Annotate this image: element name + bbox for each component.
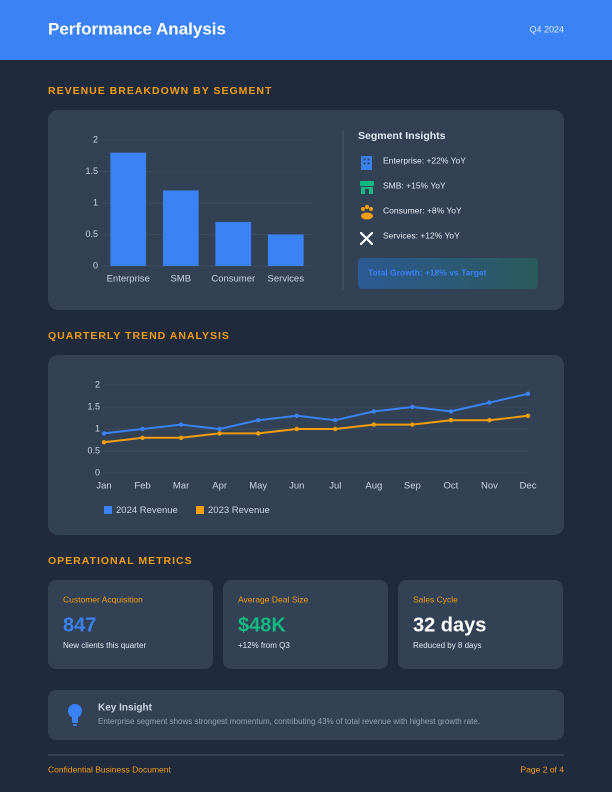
x-tick-label: Apr [212, 481, 227, 492]
x-tick-label: Feb [134, 481, 150, 492]
legend-swatch [196, 506, 204, 514]
y-tick-label: 1 [95, 423, 100, 433]
icon-store [360, 181, 374, 194]
x-tick-label: Nov [481, 481, 498, 492]
data-point [410, 422, 415, 427]
data-point [487, 418, 492, 423]
series-line [103, 414, 529, 444]
metric-label: Average Deal Size [238, 594, 309, 604]
key-insight-text: Enterprise segment shows strongest momen… [98, 717, 480, 726]
x-tick-label: Dec [520, 481, 537, 492]
legend-swatch [104, 506, 112, 514]
footer-right: Page 2 of 4 [521, 764, 565, 774]
metric-value: 32 days [413, 614, 486, 636]
data-point [371, 409, 377, 414]
legend-label: 2024 Revenue [116, 505, 178, 516]
data-point [294, 413, 299, 418]
header-bar [0, 0, 612, 60]
data-point [487, 400, 492, 405]
icon-tools [359, 231, 374, 246]
insight-item: Enterprise: +22% YoY [383, 155, 466, 165]
metric-note: Reduced by 8 days [413, 641, 482, 650]
data-point [217, 426, 222, 432]
data-point [101, 440, 107, 445]
growth-box [358, 258, 538, 289]
y-tick-label: 1.5 [85, 166, 98, 176]
data-point [525, 413, 531, 418]
insights-title: Segment Insights [358, 130, 446, 142]
x-tick-label: Jan [96, 481, 111, 492]
data-point [525, 391, 531, 396]
x-tick-label: Consumer [211, 274, 255, 285]
card [48, 355, 564, 535]
metric-note: +12% from Q3 [238, 641, 290, 650]
y-tick-label: 0.5 [87, 445, 100, 455]
y-tick-label: 0 [93, 260, 98, 270]
metric-label: Customer Acquisition [63, 594, 143, 604]
page-title: Performance Analysis [48, 19, 226, 38]
metric-label: Sales Cycle [413, 594, 458, 604]
bar [162, 190, 199, 266]
y-tick-label: 2 [93, 134, 98, 144]
section-title: REVENUE BREAKDOWN BY SEGMENT [48, 85, 272, 97]
x-tick-label: Oct [444, 481, 459, 492]
footer-left: Confidential Business Document [48, 764, 171, 774]
icon-bulb [68, 704, 82, 726]
metric-card [223, 580, 388, 669]
data-point [255, 431, 261, 436]
data-point [140, 426, 145, 432]
y-tick-label: 0.5 [85, 229, 98, 239]
insight-item: Services: +12% YoY [383, 230, 460, 240]
data-point [140, 435, 145, 440]
data-point [448, 418, 454, 423]
y-tick-label: 0 [95, 467, 100, 477]
x-tick-label: May [249, 481, 267, 492]
data-point [294, 426, 299, 432]
x-tick-label: SMB [170, 274, 191, 285]
data-point [217, 431, 222, 436]
x-tick-label: Sep [404, 481, 421, 492]
metric-card [48, 580, 213, 669]
data-point [448, 409, 454, 414]
data-point [371, 422, 377, 427]
x-tick-label: Jun [289, 481, 304, 492]
section-title: OPERATIONAL METRICS [48, 555, 193, 567]
key-insight-title: Key Insight [98, 703, 153, 714]
legend-label: 2023 Revenue [208, 505, 270, 516]
icon-building [361, 156, 372, 170]
x-tick-label: Aug [365, 481, 382, 492]
metric-card [398, 580, 563, 669]
section-title: QUARTERLY TREND ANALYSIS [48, 330, 230, 342]
insight-item: Consumer: +8% YoY [383, 205, 462, 215]
x-tick-label: Enterprise [107, 274, 150, 285]
y-tick-label: 2 [95, 379, 100, 389]
series-line [103, 392, 529, 435]
icon-people [361, 204, 373, 220]
period: Q4 2024 [529, 24, 564, 34]
bar [215, 221, 252, 266]
bar [110, 152, 147, 266]
data-point [410, 404, 415, 410]
data-point [333, 418, 338, 423]
metric-value: $48K [238, 614, 286, 636]
x-tick-label: Mar [173, 481, 189, 492]
metric-value: 847 [63, 614, 96, 636]
y-tick-label: 1 [93, 197, 98, 207]
metric-note: New clients this quarter [63, 641, 146, 650]
growth-text: Total Growth: +18% vs Target [368, 267, 487, 277]
data-point [255, 418, 261, 423]
data-point [178, 422, 184, 427]
bar [267, 234, 304, 266]
data-point [333, 426, 338, 432]
y-tick-label: 1.5 [87, 401, 100, 411]
insight-item: SMB: +15% YoY [383, 180, 446, 190]
data-point [101, 431, 107, 436]
data-point [178, 435, 184, 440]
x-tick-label: Services [268, 274, 305, 285]
key-insight-box [48, 690, 564, 740]
x-tick-label: Jul [329, 481, 341, 492]
